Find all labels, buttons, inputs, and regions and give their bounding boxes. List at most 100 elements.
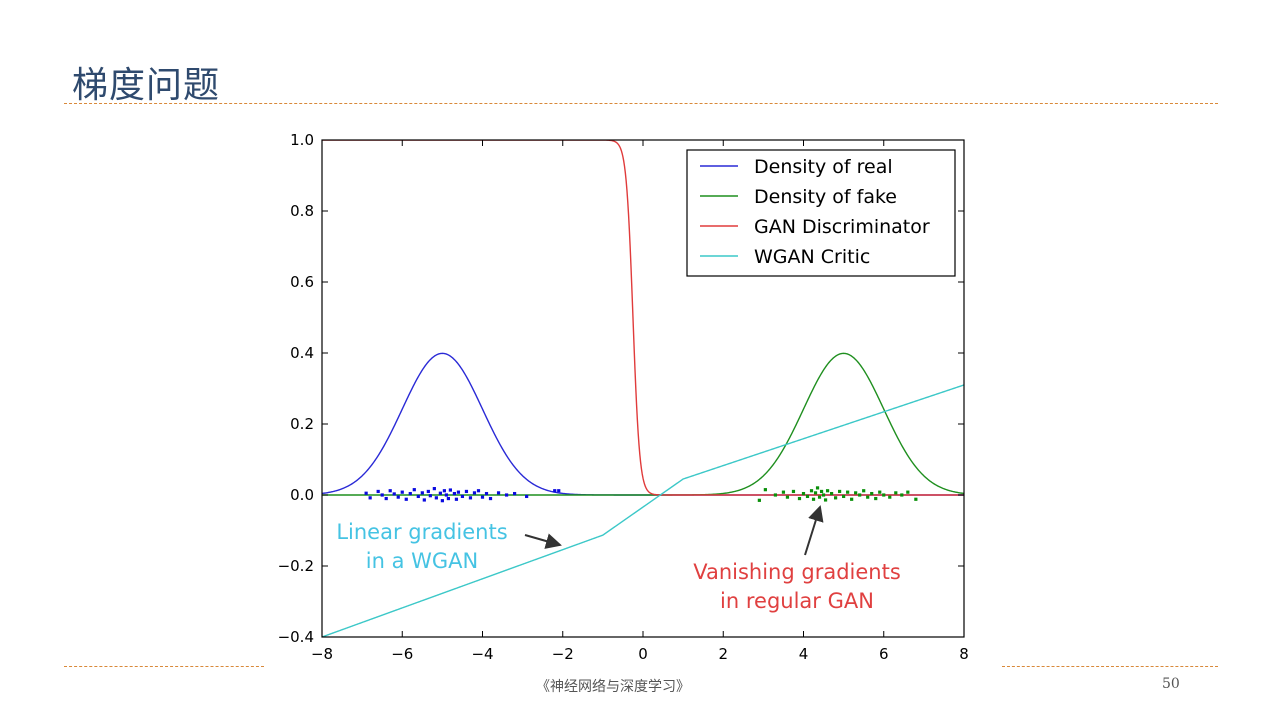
sample-point — [525, 494, 529, 499]
sample-point — [894, 491, 898, 495]
sample-point — [420, 491, 424, 495]
x-tick-label: −2 — [552, 645, 574, 663]
sample-point — [866, 495, 870, 499]
sample-point — [408, 491, 412, 496]
y-tick-label: −0.4 — [278, 628, 314, 646]
plot-area — [322, 140, 964, 637]
sample-point — [801, 491, 806, 496]
sample-point — [468, 496, 473, 500]
sample-point — [878, 490, 882, 494]
sample-point — [834, 496, 838, 500]
y-tick-label: 0.8 — [290, 202, 314, 220]
sample-point — [432, 487, 436, 491]
sample-point — [368, 496, 372, 500]
x-tick-label: 2 — [718, 645, 728, 663]
sample-point — [376, 489, 380, 494]
sample-point — [823, 498, 828, 502]
sample-point — [757, 498, 761, 502]
slide-title: 梯度问题 — [72, 65, 221, 106]
sample-point — [763, 488, 767, 492]
legend-label: Density of real — [754, 156, 893, 178]
sample-point — [785, 495, 790, 499]
annotation-text: in a WGAN — [366, 549, 478, 573]
sample-point — [850, 497, 854, 501]
footer-book-title: 《神经网络与深度学习》 — [536, 679, 690, 695]
x-tick-label: 4 — [799, 645, 809, 663]
sample-point — [797, 496, 802, 501]
sample-point — [364, 491, 368, 495]
sample-point — [480, 495, 485, 499]
sample-point — [900, 493, 904, 497]
sample-point — [888, 495, 892, 499]
sample-point — [504, 493, 509, 497]
sample-point — [825, 489, 830, 493]
sample-point — [422, 498, 426, 502]
sample-point — [870, 491, 874, 496]
annotation-arrow — [524, 533, 562, 549]
y-tick-label: −0.2 — [278, 557, 314, 575]
legend-box — [686, 149, 956, 277]
sample-point — [557, 489, 561, 493]
sample-point — [440, 499, 444, 503]
sample-point — [448, 488, 452, 492]
sample-point — [815, 486, 820, 490]
legend-label: Density of fake — [754, 186, 897, 208]
sample-point — [817, 495, 822, 499]
y-tick-label: 0.4 — [290, 344, 314, 362]
footer-divider-right — [1002, 666, 1218, 667]
x-tick-label: 6 — [879, 645, 889, 663]
sample-point — [484, 491, 489, 496]
annotation-text: in regular GAN — [720, 589, 874, 613]
x-tick-label: 0 — [638, 645, 648, 663]
sample-point — [854, 491, 858, 495]
sample-point — [821, 493, 826, 497]
sample-point — [438, 491, 442, 495]
sample-point — [454, 497, 459, 501]
sample-point — [472, 491, 477, 495]
sample-point — [434, 496, 438, 500]
sample-point — [809, 489, 814, 493]
sample-point — [842, 494, 846, 499]
legend-label: GAN Discriminator — [754, 216, 930, 238]
series-line-wgan-critic — [322, 384, 964, 637]
sample-point — [380, 493, 384, 497]
legend-label: WGAN Critic — [754, 246, 870, 268]
sample-point — [882, 493, 886, 497]
sample-point — [805, 494, 810, 499]
sample-point — [819, 489, 824, 494]
x-tick-label: −6 — [391, 645, 413, 663]
sample-point — [400, 490, 404, 494]
x-tick-label: −4 — [471, 645, 493, 663]
sample-point — [384, 496, 388, 501]
sample-point — [416, 494, 420, 499]
legend: Density of real Density of fake GAN Discri… — [686, 149, 956, 277]
sample-point — [426, 489, 430, 494]
sample-point — [811, 497, 816, 501]
sample-point — [829, 491, 834, 496]
sample-point — [444, 493, 448, 497]
y-tick-label: 0.2 — [290, 415, 314, 433]
annotation-text: Vanishing gradients — [693, 560, 901, 584]
sample-point — [838, 489, 842, 494]
sample-point — [412, 488, 416, 492]
sample-point — [773, 493, 778, 497]
sample-point — [446, 496, 450, 501]
sample-point — [388, 489, 392, 493]
y-tick-label: 0.6 — [290, 273, 314, 291]
sample-point — [874, 496, 878, 501]
sample-point — [813, 491, 818, 495]
sample-point — [914, 497, 918, 501]
sample-point — [456, 490, 461, 494]
sample-point — [906, 490, 910, 494]
x-tick-label: 8 — [959, 645, 969, 663]
y-tick-label: 1.0 — [290, 131, 314, 149]
sample-point — [464, 489, 469, 494]
sample-point — [488, 496, 493, 501]
sample-point — [460, 494, 465, 499]
series-line-density-of-real — [322, 352, 964, 496]
sample-point — [791, 489, 796, 494]
series-line-gan-discriminator — [322, 140, 964, 496]
y-tick-label: 0.0 — [290, 486, 314, 504]
sample-point — [553, 489, 557, 493]
